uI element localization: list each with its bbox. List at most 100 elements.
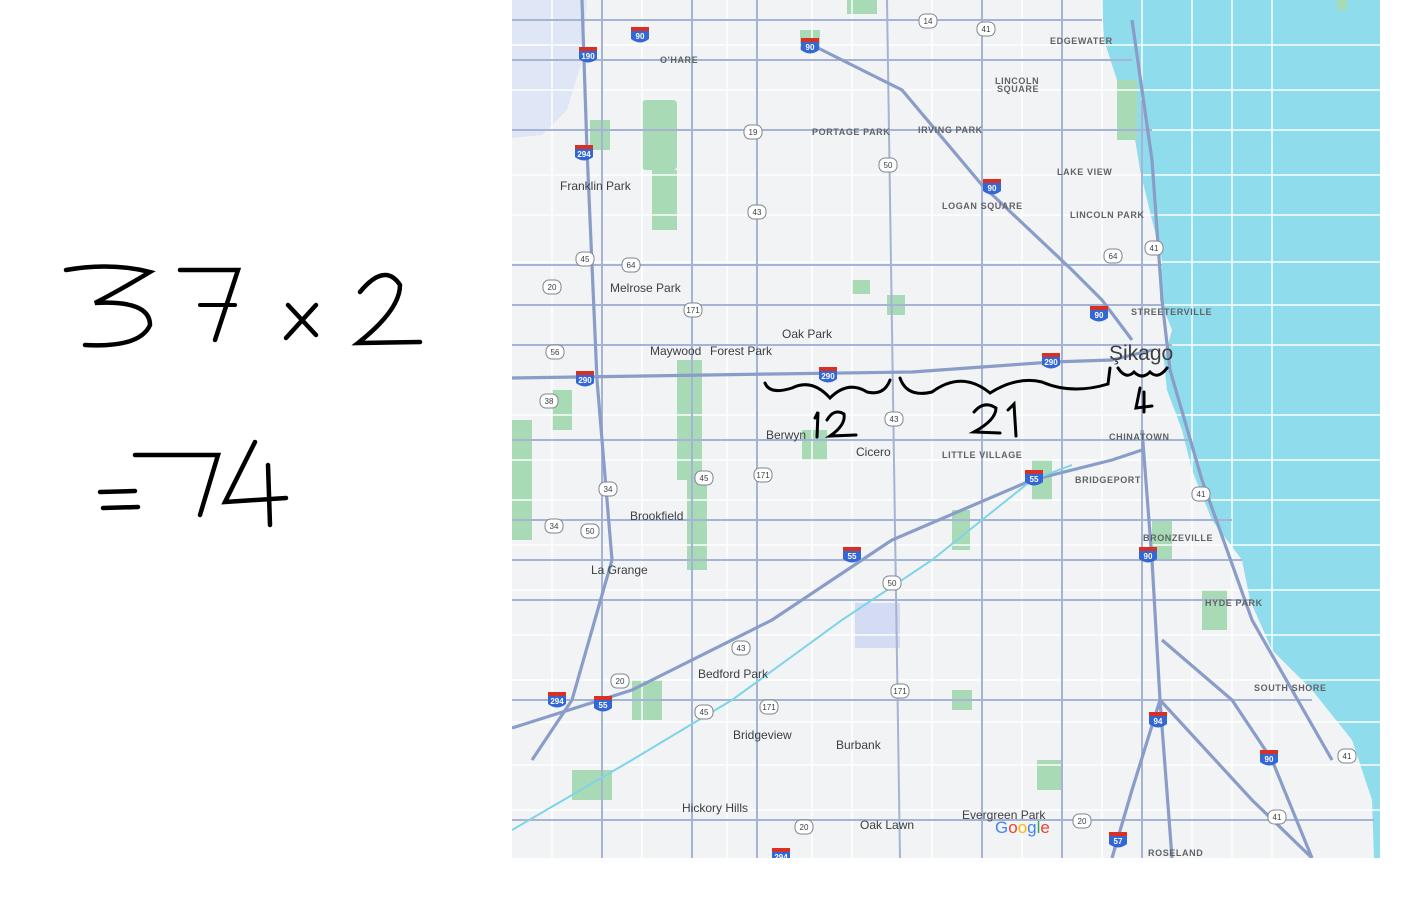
svg-text:171: 171 bbox=[756, 471, 770, 480]
interstate-shield: 294 bbox=[772, 848, 790, 858]
brace-4 bbox=[1116, 366, 1169, 378]
svg-text:34: 34 bbox=[550, 522, 559, 531]
us-route-shield: 64 bbox=[1103, 248, 1123, 264]
svg-text:43: 43 bbox=[753, 208, 762, 217]
us-route-shield: 45 bbox=[694, 704, 714, 720]
svg-text:20: 20 bbox=[548, 283, 557, 292]
place-label: Cicero bbox=[856, 445, 891, 459]
svg-text:90: 90 bbox=[1144, 552, 1153, 561]
svg-text:55: 55 bbox=[848, 552, 857, 561]
city-label: Şikago bbox=[1109, 342, 1173, 365]
neighborhood-label: STREETERVILLE bbox=[1131, 307, 1212, 317]
svg-text:90: 90 bbox=[636, 32, 645, 41]
neighborhood-label: LAKE VIEW bbox=[1057, 167, 1112, 177]
us-route-shield: 41 bbox=[1191, 486, 1211, 502]
place-label: Hickory Hills bbox=[682, 801, 748, 815]
brace-12 bbox=[763, 378, 892, 401]
neighborhood-label: ROSELAND bbox=[1148, 848, 1203, 858]
interstate-shield: 290 bbox=[576, 371, 594, 387]
svg-text:45: 45 bbox=[581, 255, 590, 264]
map-canvas[interactable]: Franklin Park Melrose Park Oak Park Mayw… bbox=[512, 0, 1380, 858]
place-label: Bedford Park bbox=[698, 667, 769, 681]
us-route-shield: 41 bbox=[1267, 809, 1287, 825]
us-route-shield: 171 bbox=[683, 302, 703, 318]
svg-text:290: 290 bbox=[1044, 358, 1058, 367]
svg-text:290: 290 bbox=[821, 372, 835, 381]
place-label: Burbank bbox=[836, 738, 882, 752]
handwriting-canvas: 37 x 2 = 74 bbox=[63, 264, 423, 528]
number-4-strokes bbox=[1134, 386, 1154, 414]
interstate-shield: 90 bbox=[1139, 547, 1157, 563]
place-label: Oak Lawn bbox=[860, 818, 914, 832]
interstate-shield: 57 bbox=[1109, 832, 1127, 848]
equals-sign-stroke bbox=[97, 488, 141, 511]
us-route-shield: 38 bbox=[539, 393, 559, 409]
svg-text:50: 50 bbox=[888, 579, 897, 588]
place-label: Bridgeview bbox=[733, 728, 792, 742]
interstate-shield: 290 bbox=[1042, 353, 1060, 369]
interstate-shield: 290 bbox=[819, 367, 837, 383]
neighborhood-label: IRVING PARK bbox=[918, 125, 983, 135]
us-route-shields: 1441195043456420171563834504317145345050… bbox=[539, 13, 1357, 835]
svg-text:294: 294 bbox=[577, 150, 591, 159]
svg-text:50: 50 bbox=[586, 527, 595, 536]
us-route-shield: 50 bbox=[580, 523, 600, 539]
svg-text:290: 290 bbox=[578, 376, 592, 385]
interstate-shield: 294 bbox=[575, 145, 593, 161]
interstate-shields: 90 190 90 294 90 90 290 290 290 55 55 55 294 90 94 90 29… bbox=[548, 27, 1278, 858]
svg-text:90: 90 bbox=[1095, 311, 1104, 320]
svg-text:171: 171 bbox=[762, 703, 776, 712]
svg-text:41: 41 bbox=[1150, 244, 1159, 253]
interstate-shield: 190 bbox=[579, 47, 597, 63]
svg-text:50: 50 bbox=[884, 161, 893, 170]
neighborhood-label: LINCOLN PARK bbox=[1070, 210, 1145, 220]
svg-text:20: 20 bbox=[800, 823, 809, 832]
major-roads bbox=[512, 0, 1374, 858]
number-12-strokes bbox=[813, 410, 858, 439]
google-logo: Google bbox=[995, 818, 1050, 837]
svg-text:90: 90 bbox=[988, 184, 997, 193]
us-route-shield: 34 bbox=[598, 481, 618, 497]
us-route-shield: 20 bbox=[542, 279, 562, 295]
us-route-shield: 20 bbox=[610, 673, 630, 689]
svg-text:45: 45 bbox=[700, 474, 709, 483]
neighborhood-label: CHINATOWN bbox=[1109, 432, 1170, 442]
neighborhood-label: EDGEWATER bbox=[1050, 36, 1113, 46]
place-label: Evergreen Park bbox=[962, 808, 1046, 822]
svg-text:294: 294 bbox=[550, 697, 564, 706]
us-route-shield: 64 bbox=[621, 257, 641, 273]
neighborhood-label: SOUTH SHORE bbox=[1254, 683, 1327, 693]
svg-text:55: 55 bbox=[1030, 475, 1039, 484]
svg-text:41: 41 bbox=[1197, 490, 1206, 499]
svg-text:19: 19 bbox=[749, 128, 758, 137]
us-route-shield: 50 bbox=[878, 157, 898, 173]
svg-text:45: 45 bbox=[700, 708, 709, 717]
us-route-shield: 34 bbox=[544, 518, 564, 534]
brace-21 bbox=[898, 366, 1112, 395]
us-route-shield: 171 bbox=[890, 683, 910, 699]
neighborhood-label: LOGAN SQUARE bbox=[942, 201, 1023, 211]
svg-text:14: 14 bbox=[924, 17, 933, 26]
svg-text:294: 294 bbox=[774, 853, 788, 858]
svg-text:43: 43 bbox=[737, 644, 746, 653]
interstate-shield: 294 bbox=[548, 692, 566, 708]
place-label: Melrose Park bbox=[610, 281, 682, 295]
map-view[interactable]: Franklin Park Melrose Park Oak Park Mayw… bbox=[512, 0, 1380, 858]
interstate-shield: 90 bbox=[631, 27, 649, 43]
svg-text:41: 41 bbox=[1343, 752, 1352, 761]
us-route-shield: 43 bbox=[884, 411, 904, 427]
svg-text:56: 56 bbox=[551, 348, 560, 357]
digit-7-stroke bbox=[177, 267, 242, 343]
neighborhood-label: PORTAGE PARK bbox=[812, 127, 890, 137]
place-label: Brookfield bbox=[630, 509, 683, 523]
svg-text:41: 41 bbox=[982, 25, 991, 34]
us-route-shield: 50 bbox=[882, 575, 902, 591]
us-route-shield: 41 bbox=[1144, 240, 1164, 256]
us-route-shield: 171 bbox=[759, 699, 779, 715]
place-label: Oak Park bbox=[782, 327, 833, 341]
neighborhood-label: BRIDGEPORT bbox=[1075, 475, 1141, 485]
place-label: La Grange bbox=[591, 563, 648, 577]
interstate-shield: 55 bbox=[843, 547, 861, 563]
us-route-shield: 41 bbox=[976, 21, 996, 37]
svg-text:190: 190 bbox=[581, 52, 595, 61]
